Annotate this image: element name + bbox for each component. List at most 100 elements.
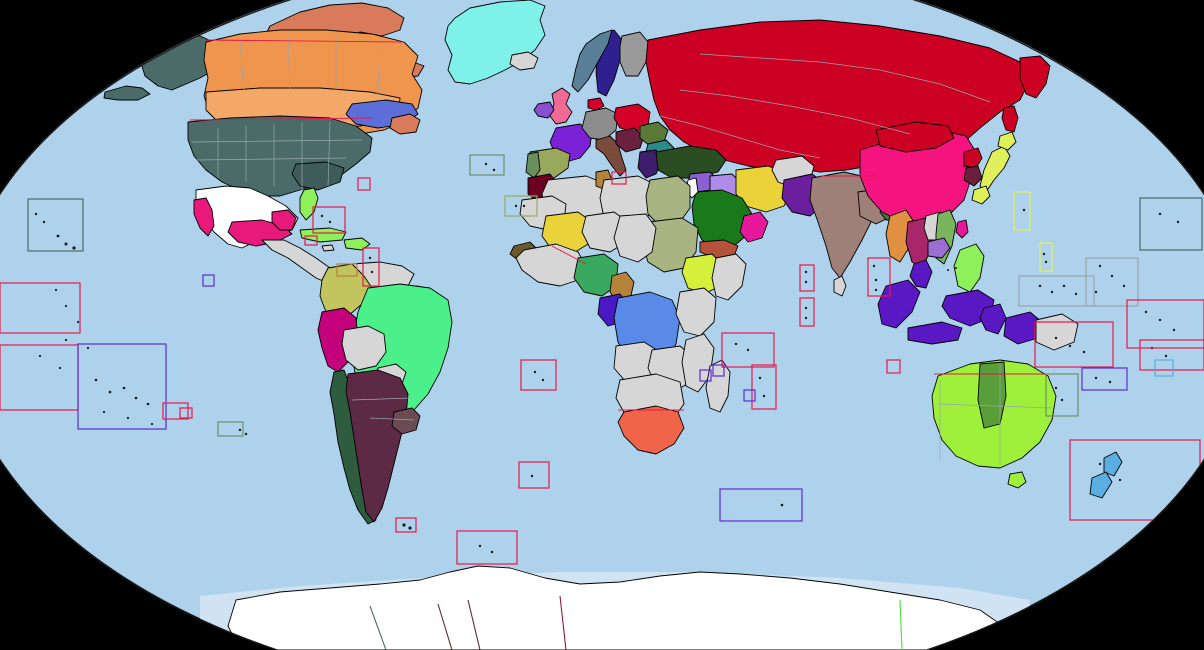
inset-frame bbox=[799, 264, 815, 292]
region-sulawesi bbox=[979, 303, 1007, 335]
region-newfoundland bbox=[389, 113, 421, 135]
region-united-kingdom bbox=[549, 87, 573, 125]
inset-frame bbox=[312, 206, 346, 234]
region-oman bbox=[739, 211, 769, 243]
inset-frame bbox=[867, 257, 891, 297]
region-bolivia bbox=[341, 325, 387, 371]
region-south-africa bbox=[617, 405, 685, 455]
region-new-zealand-south bbox=[1089, 471, 1113, 499]
region-myanmar bbox=[885, 209, 915, 263]
inset-frame bbox=[162, 402, 189, 420]
claim-line-chilean bbox=[437, 603, 453, 650]
subdivision-lines bbox=[191, 34, 1053, 466]
region-mozambique bbox=[681, 333, 715, 393]
inset-frame bbox=[217, 421, 244, 437]
region-nigeria bbox=[573, 253, 619, 297]
region-somalia bbox=[711, 253, 747, 301]
claim-line-australian-antarctic bbox=[899, 599, 903, 650]
claim-line-ross-dependency-b bbox=[1051, 599, 1067, 650]
region-yugoslavia bbox=[615, 127, 645, 153]
region-taiwan bbox=[955, 219, 969, 239]
region-sri-lanka bbox=[833, 275, 847, 297]
claim-line-ross-dependency bbox=[1044, 599, 1059, 650]
inset-frame bbox=[743, 389, 756, 402]
inset-frame bbox=[719, 488, 803, 522]
claim-line-french-adelie bbox=[1137, 599, 1149, 650]
region-java bbox=[907, 321, 963, 345]
inset-frame bbox=[469, 154, 505, 176]
region-iceland bbox=[509, 51, 539, 71]
region-argentina bbox=[345, 369, 409, 523]
claim-line-argentine bbox=[467, 599, 481, 650]
inset-frame bbox=[1139, 339, 1204, 371]
region-papua-new-guinea bbox=[1035, 313, 1079, 351]
inset-frame bbox=[456, 530, 518, 565]
inset-frame bbox=[520, 359, 557, 391]
inset-frame bbox=[1085, 257, 1139, 307]
inset-frame bbox=[0, 344, 79, 411]
region-yucatan bbox=[271, 209, 297, 231]
claim-line-norwegian bbox=[1139, 599, 1151, 650]
region-germany bbox=[581, 107, 619, 141]
inset-frame bbox=[1139, 197, 1203, 251]
region-hispaniola bbox=[343, 237, 371, 251]
inset-frame bbox=[202, 274, 215, 287]
inset-frame bbox=[504, 195, 538, 217]
region-us-southeast bbox=[291, 161, 345, 191]
inset-frame bbox=[799, 297, 815, 327]
region-finland bbox=[619, 31, 649, 77]
inset-frame bbox=[1126, 299, 1204, 349]
region-north-korea bbox=[963, 147, 983, 169]
region-philippines bbox=[953, 243, 985, 293]
inset-frame bbox=[1013, 191, 1031, 231]
island-dots bbox=[34, 162, 1180, 554]
inset-frame bbox=[518, 461, 550, 489]
inset-frame bbox=[1154, 359, 1174, 377]
region-florida bbox=[299, 187, 319, 221]
inset-frame bbox=[304, 235, 318, 246]
region-jamaica bbox=[321, 244, 335, 252]
region-sakhalin bbox=[1001, 105, 1019, 133]
inset-frame bbox=[179, 407, 193, 419]
inset-frame bbox=[721, 332, 775, 368]
inset-frame bbox=[0, 282, 81, 334]
region-mali bbox=[541, 211, 593, 255]
inset-frame bbox=[1069, 439, 1201, 521]
region-hokkaido bbox=[997, 131, 1017, 151]
region-kenya-tanzania bbox=[675, 287, 717, 337]
region-cuba bbox=[299, 227, 347, 243]
inset-frame bbox=[336, 263, 358, 277]
region-norway bbox=[571, 29, 613, 93]
region-aleutians bbox=[103, 85, 151, 101]
region-denmark bbox=[587, 97, 605, 111]
region-greenland bbox=[444, 0, 546, 85]
inset-frame bbox=[1081, 367, 1128, 391]
region-japan bbox=[979, 145, 1011, 193]
inset-frame bbox=[611, 171, 627, 185]
inset-frame bbox=[1034, 321, 1114, 368]
region-portugal bbox=[525, 151, 541, 179]
claim-line-neutral bbox=[369, 605, 387, 650]
inset-frame bbox=[27, 198, 84, 252]
inset-frame bbox=[77, 343, 167, 430]
inset-frame bbox=[357, 177, 371, 191]
region-tasmania bbox=[1007, 471, 1027, 489]
inset-frame bbox=[1018, 275, 1095, 307]
inset-frame bbox=[395, 517, 417, 533]
disputed-borders bbox=[189, 39, 1050, 411]
region-ireland bbox=[533, 101, 555, 119]
claim-line-british bbox=[559, 595, 567, 650]
region-cambodia bbox=[927, 237, 951, 259]
inset-frames-group bbox=[0, 154, 1204, 565]
region-malaysia-peninsula bbox=[909, 259, 933, 289]
inset-frame bbox=[699, 369, 712, 382]
region-baja-california bbox=[193, 197, 215, 237]
region-united-states bbox=[187, 115, 373, 197]
region-new-zealand bbox=[1103, 451, 1123, 477]
region-turkey bbox=[655, 145, 727, 179]
region-sumatra bbox=[877, 279, 921, 329]
region-mongolia bbox=[875, 121, 955, 153]
inset-frame bbox=[886, 359, 901, 374]
